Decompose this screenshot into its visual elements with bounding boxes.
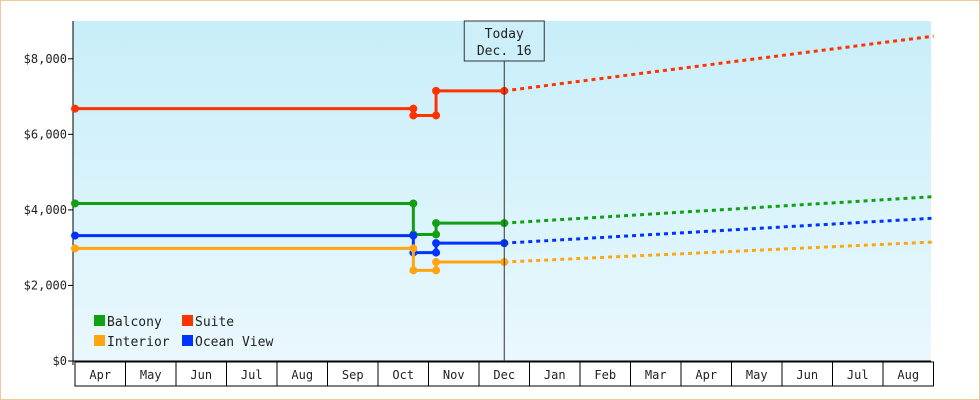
x-tick-label: Apr <box>695 368 717 382</box>
series-line-balcony <box>75 201 505 236</box>
month-cell <box>832 361 884 387</box>
series-suite <box>71 34 934 120</box>
series-line-interior <box>75 246 505 272</box>
month-cell <box>680 361 732 387</box>
today-box <box>463 20 545 62</box>
data-point-balcony <box>432 219 441 228</box>
legend-swatch <box>182 335 193 346</box>
x-tick-label: Mar <box>645 368 667 382</box>
month-cell <box>175 361 227 387</box>
data-point-ocean-view <box>432 248 441 257</box>
data-point-suite <box>71 104 79 113</box>
y-tick-label: $4,000 <box>24 203 67 217</box>
x-tick-label: Jun <box>190 368 212 382</box>
legend-label: Ocean View <box>195 335 273 350</box>
today-marker: Today Dec. 16 <box>463 20 545 361</box>
x-tick-label: Oct <box>392 368 414 382</box>
x-axis: Apr May Jun Jul Aug Sep Oct Nov Dec Jan Feb Mar Apr M… <box>73 360 934 387</box>
today-label: Today <box>485 27 524 42</box>
data-point-interior <box>409 266 418 275</box>
legend-item: Ocean View <box>182 335 273 350</box>
legend: Balcony Suite Interior Ocean View <box>94 315 273 350</box>
x-tick-label: Jul <box>241 368 263 382</box>
month-cell <box>731 361 783 387</box>
data-point-suite <box>409 104 418 113</box>
y-tick-label: $8,000 <box>24 52 67 66</box>
x-tick-label: Aug <box>897 368 919 382</box>
y-tick-label: $6,000 <box>24 127 67 141</box>
month-cell <box>125 361 177 387</box>
series-layer <box>71 34 934 275</box>
data-point-interior <box>409 244 418 253</box>
y-axis: $0 $2,000 $4,000 $6,000 $8,000 <box>24 21 74 368</box>
x-tick-label: Jun <box>796 368 818 382</box>
x-tick-label: Dec <box>493 368 515 382</box>
plot-background <box>73 21 931 361</box>
x-tick-label: Aug <box>291 368 313 382</box>
data-point-suite <box>409 111 418 120</box>
forecast-line-suite <box>504 34 934 93</box>
legend-swatch <box>94 315 105 326</box>
legend-swatch <box>94 335 105 346</box>
data-point-suite <box>432 111 441 120</box>
legend-label: Suite <box>195 315 234 330</box>
data-point-ocean-view <box>409 231 418 240</box>
x-tick-label: Jan <box>544 368 566 382</box>
x-tick-label: Nov <box>443 368 465 382</box>
data-point-ocean-view <box>71 231 79 240</box>
today-date: Dec. 16 <box>477 44 532 59</box>
month-cell <box>882 361 934 387</box>
y-tick-label: $2,000 <box>24 278 67 292</box>
legend-item: Balcony <box>94 315 162 330</box>
x-tick-label: May <box>746 368 768 382</box>
x-tick-label: Apr <box>89 368 111 382</box>
data-point-ocean-view <box>432 239 441 248</box>
month-cell <box>327 361 379 387</box>
legend-swatch <box>182 315 193 326</box>
series-line-suite <box>75 89 505 117</box>
month-cell <box>74 361 126 387</box>
month-cell <box>276 361 328 387</box>
x-tick-label: Jul <box>847 368 869 382</box>
x-tick-label: May <box>140 368 162 382</box>
data-point-interior <box>432 258 441 267</box>
x-tick-label: Feb <box>594 368 616 382</box>
month-cell <box>478 361 530 387</box>
series-interior <box>71 240 934 275</box>
data-point-balcony <box>409 199 418 208</box>
y-tick-label: $0 <box>53 354 67 368</box>
data-point-interior <box>71 244 79 253</box>
legend-item: Suite <box>182 315 234 330</box>
data-point-balcony <box>432 230 441 239</box>
legend-label: Interior <box>107 335 170 350</box>
month-cell <box>579 361 631 387</box>
x-tick-label: Sep <box>342 368 364 382</box>
data-point-interior <box>432 266 441 275</box>
data-point-balcony <box>71 199 79 208</box>
legend-label: Balcony <box>107 315 162 330</box>
legend-item: Interior <box>94 335 170 350</box>
series-line-ocean-view <box>75 234 505 255</box>
data-point-suite <box>432 86 441 95</box>
month-cell <box>226 361 278 387</box>
